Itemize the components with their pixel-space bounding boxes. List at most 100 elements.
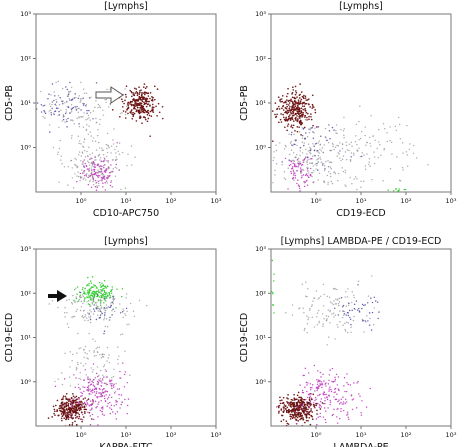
event-point: [104, 182, 106, 184]
event-point: [342, 170, 345, 173]
event-point: [95, 159, 97, 161]
event-point: [365, 321, 367, 323]
event-point: [89, 379, 91, 381]
event-point: [106, 147, 108, 150]
event-point: [86, 402, 88, 404]
event-point: [80, 155, 83, 157]
event-point: [53, 408, 56, 411]
event-point: [298, 405, 301, 407]
event-point: [64, 412, 66, 415]
event-point: [69, 376, 71, 378]
event-point: [73, 299, 75, 302]
event-point: [67, 106, 70, 108]
event-point: [287, 188, 289, 190]
y-tick-label: 10¹: [255, 99, 266, 107]
event-point: [340, 407, 342, 410]
event-point: [98, 175, 101, 177]
event-point: [69, 99, 71, 101]
event-point: [100, 286, 102, 289]
event-point: [89, 203, 90, 204]
event-point: [119, 370, 121, 373]
event-point: [286, 99, 288, 101]
event-point: [297, 162, 299, 164]
event-point: [106, 295, 109, 297]
event-point: [298, 187, 301, 190]
event-point: [123, 386, 126, 388]
event-point: [95, 100, 97, 102]
event-point: [413, 144, 415, 147]
event-point: [109, 295, 111, 297]
event-point: [95, 291, 97, 294]
event-point: [263, 170, 264, 171]
event-point: [308, 172, 310, 174]
event-point: [60, 100, 63, 102]
event-point: [115, 399, 117, 402]
event-point: [366, 315, 368, 317]
event-point: [285, 425, 288, 426]
event-point: [56, 399, 59, 402]
event-point: [92, 384, 94, 386]
event-point: [339, 321, 341, 323]
event-point: [290, 401, 293, 404]
event-point: [101, 176, 104, 179]
event-point: [109, 175, 111, 177]
event-point: [361, 130, 363, 133]
event-point: [88, 385, 90, 387]
event-point: [337, 314, 340, 316]
event-point: [49, 131, 51, 133]
event-point: [93, 168, 95, 171]
event-point: [132, 92, 135, 94]
event-point: [70, 396, 73, 399]
event-point: [109, 297, 111, 299]
event-point: [328, 379, 330, 382]
event-point: [69, 410, 72, 413]
event-layer: [263, 83, 429, 192]
event-point: [340, 398, 343, 400]
event-point: [70, 414, 72, 417]
event-point: [316, 324, 318, 326]
event-point: [87, 411, 89, 414]
event-point: [305, 180, 308, 182]
event-point: [105, 286, 107, 289]
event-point: [136, 104, 138, 107]
event-point: [91, 292, 93, 294]
event-point: [290, 163, 292, 166]
event-point: [105, 297, 108, 299]
event-point: [290, 149, 293, 151]
event-point: [314, 155, 316, 157]
event-point: [308, 131, 311, 134]
event-point: [291, 167, 294, 170]
event-point: [117, 358, 119, 361]
x-tick-label: 10¹: [121, 197, 132, 205]
event-point: [306, 413, 308, 415]
event-point: [82, 178, 84, 181]
event-point: [99, 354, 101, 356]
event-point: [97, 141, 100, 144]
event-point: [379, 143, 381, 146]
event-point: [351, 145, 353, 147]
event-point: [309, 395, 311, 397]
event-point: [301, 170, 303, 173]
event-point: [329, 173, 332, 175]
event-point: [129, 111, 132, 114]
event-point: [138, 109, 140, 112]
event-point: [334, 378, 337, 381]
event-point: [282, 105, 284, 108]
event-point: [162, 117, 164, 120]
event-point: [296, 413, 299, 416]
event-point: [88, 411, 91, 414]
event-point: [94, 302, 97, 304]
event-point: [77, 175, 80, 178]
event-point: [373, 307, 376, 309]
event-point: [156, 88, 159, 90]
event-point: [113, 386, 115, 388]
event-point: [61, 120, 63, 122]
event-point: [80, 160, 82, 162]
event-point: [111, 309, 113, 312]
event-point: [334, 288, 337, 290]
event-point: [345, 305, 348, 307]
event-point: [90, 167, 92, 169]
event-point: [311, 175, 313, 178]
event-point: [303, 401, 306, 404]
event-point: [69, 366, 71, 368]
